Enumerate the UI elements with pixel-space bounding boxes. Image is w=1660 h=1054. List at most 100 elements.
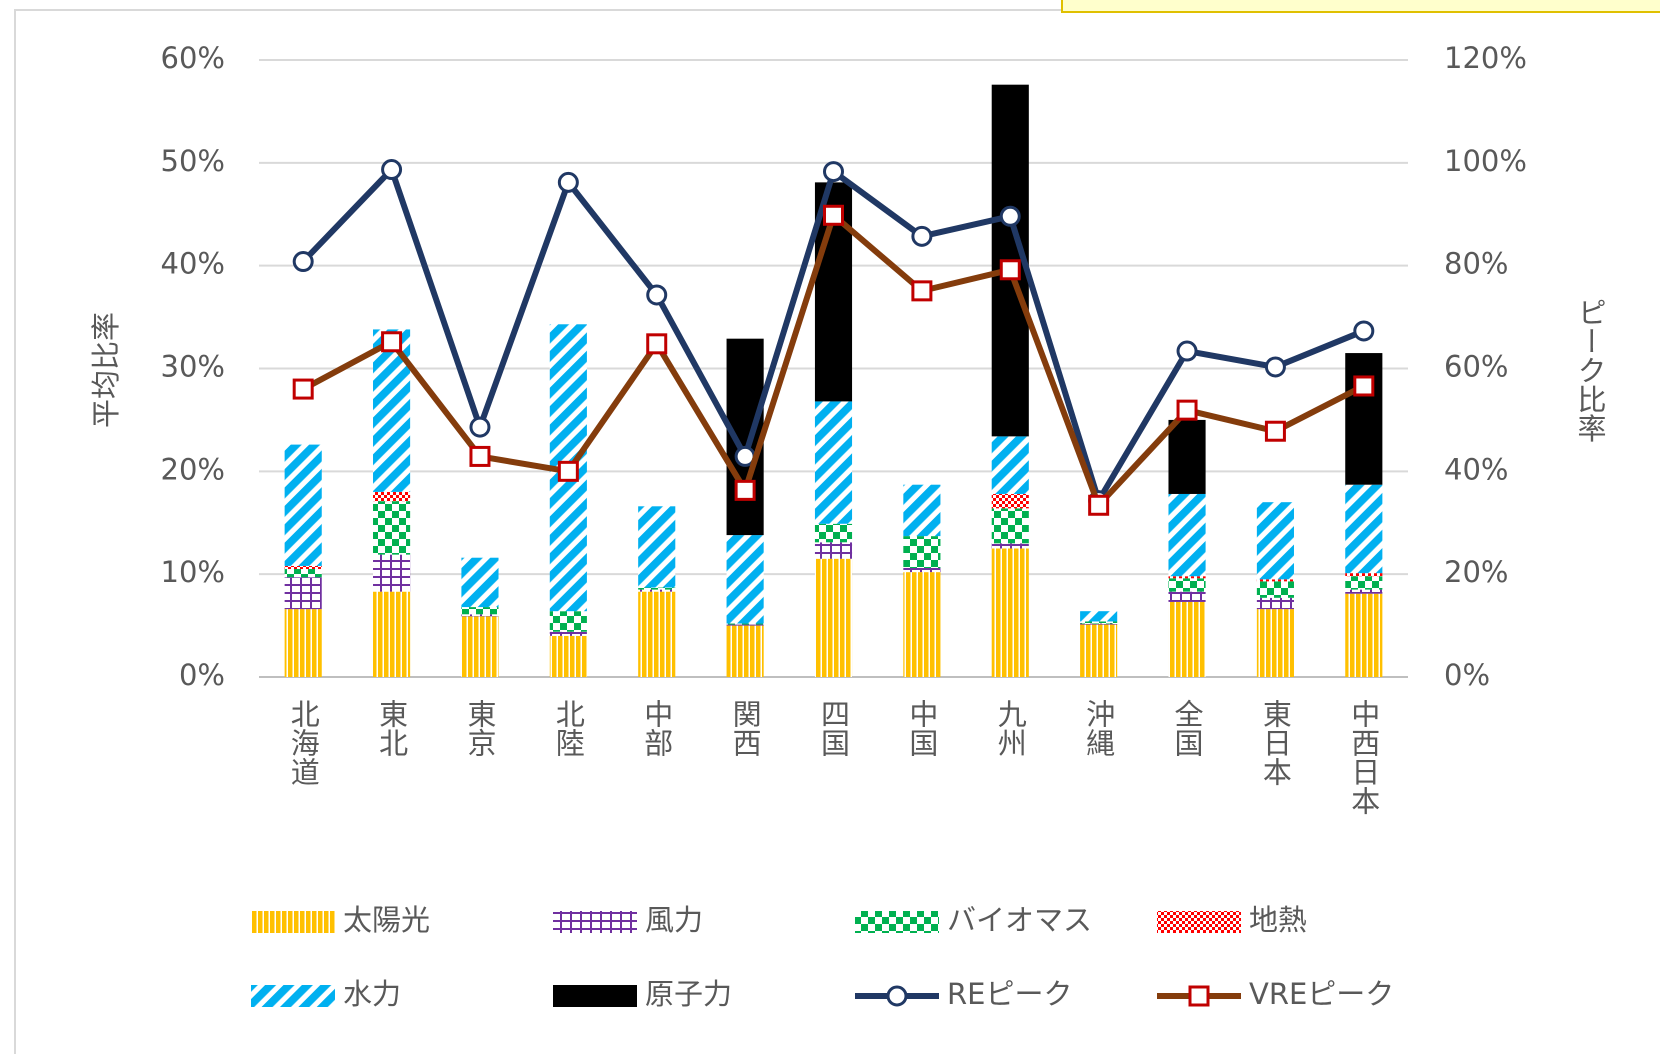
bar-segment <box>1080 621 1118 624</box>
x-tick-label: 北海道 <box>286 699 320 786</box>
bar-segment <box>1168 601 1206 677</box>
bar-segment <box>1168 576 1206 579</box>
legend-label: バイオマス <box>947 903 1092 937</box>
bar-segment <box>373 491 411 502</box>
y2-tick-label: 20% <box>1444 555 1508 589</box>
legend-label: 地熱 <box>1249 903 1307 937</box>
bar-segment <box>1345 484 1383 574</box>
y2-tick-label: 60% <box>1444 350 1508 384</box>
x-tick-label: 沖縄 <box>1082 699 1116 757</box>
x-tick-label: 東日本 <box>1258 699 1292 786</box>
marker <box>292 251 314 273</box>
bar-segment <box>903 484 941 537</box>
bar-segment <box>638 591 676 677</box>
bar-segment <box>814 401 853 524</box>
y-tick-label: 30% <box>161 350 225 384</box>
bar-segment <box>1345 589 1383 594</box>
legend-swatch <box>251 985 335 1007</box>
marker <box>469 445 491 467</box>
y2-axis-label: ピーク比率 <box>1573 298 1607 443</box>
bar-segment <box>1256 579 1294 582</box>
legend-label: 風力 <box>645 903 703 937</box>
bar-segment <box>1168 419 1206 494</box>
y-tick-label: 40% <box>161 247 225 281</box>
marker <box>1353 375 1375 397</box>
bar-segment <box>1345 353 1383 485</box>
bar-segment <box>1168 591 1206 602</box>
x-tick-label: 中西日本 <box>1347 699 1381 815</box>
y-tick-label: 50% <box>161 144 225 178</box>
bar-segment <box>1345 573 1383 577</box>
bar-segment <box>726 625 764 677</box>
tooltip-edge <box>1061 0 1660 13</box>
marker <box>381 331 403 353</box>
bar-segment <box>991 436 1029 494</box>
bar-segment <box>638 506 676 588</box>
y2-tick-label: 100% <box>1444 144 1527 178</box>
bar-segment <box>726 624 764 626</box>
x-tick-label: 東京 <box>463 699 497 757</box>
bar-segment <box>726 623 764 625</box>
bar-segment <box>1256 581 1294 598</box>
y-tick-label: 60% <box>161 41 225 75</box>
marker <box>911 280 933 302</box>
legend-swatch <box>1188 985 1210 1007</box>
bar-segment <box>284 609 322 677</box>
legend-label: 太陽光 <box>343 903 430 937</box>
legend-swatch <box>886 985 908 1007</box>
bar-segment <box>814 523 853 543</box>
x-tick-label: 九州 <box>993 699 1027 757</box>
x-tick-label: 四国 <box>817 699 851 757</box>
y2-tick-label: 0% <box>1444 658 1490 692</box>
marker <box>1176 340 1198 362</box>
bar-segment <box>1080 624 1118 677</box>
y-tick-label: 20% <box>161 452 225 486</box>
bar-segment <box>549 635 587 677</box>
bar-segment <box>991 543 1029 549</box>
marker <box>1264 420 1286 442</box>
marker <box>646 284 668 306</box>
bar-segment <box>461 607 499 615</box>
y2-tick-label: 40% <box>1444 452 1508 486</box>
x-tick-label: 全国 <box>1170 699 1204 757</box>
bar-segment <box>373 501 411 555</box>
bar-segment <box>1256 597 1294 610</box>
marker <box>557 171 579 193</box>
marker <box>734 479 756 501</box>
marker <box>469 416 491 438</box>
x-tick-label: 北陸 <box>551 699 585 757</box>
bar-segment <box>284 444 322 566</box>
bar-segment <box>549 611 587 632</box>
bar-segment <box>638 587 676 590</box>
bar-segment <box>284 577 322 610</box>
bar-segment <box>638 589 676 592</box>
legend-swatch <box>553 985 637 1007</box>
bar-segment <box>1256 502 1294 580</box>
bar-segment <box>903 536 941 568</box>
bar-segment <box>991 508 1029 544</box>
legend-label: REピーク <box>947 977 1072 1011</box>
marker <box>1264 356 1286 378</box>
marker <box>823 204 844 226</box>
marker <box>911 225 933 247</box>
bar-segment <box>1080 611 1118 622</box>
bar-segment <box>903 567 941 573</box>
bar-segment <box>284 569 322 578</box>
bar-segment <box>549 631 587 636</box>
y2-tick-label: 120% <box>1444 41 1527 75</box>
bar-segment <box>1256 609 1294 677</box>
y-axis-label: 平均比率 <box>89 312 123 428</box>
y-tick-label: 10% <box>161 555 225 589</box>
bar-segment <box>284 565 322 570</box>
bar-segment <box>991 493 1029 509</box>
bar-segment <box>373 591 411 677</box>
bar-segment <box>373 554 411 592</box>
legend-label: 水力 <box>343 977 401 1011</box>
x-tick-label: 中部 <box>640 699 674 757</box>
marker <box>999 205 1021 227</box>
marker <box>381 159 403 181</box>
x-tick-label: 関西 <box>728 699 762 757</box>
legend-label: VREピーク <box>1249 977 1394 1011</box>
legend-swatch <box>855 911 939 933</box>
